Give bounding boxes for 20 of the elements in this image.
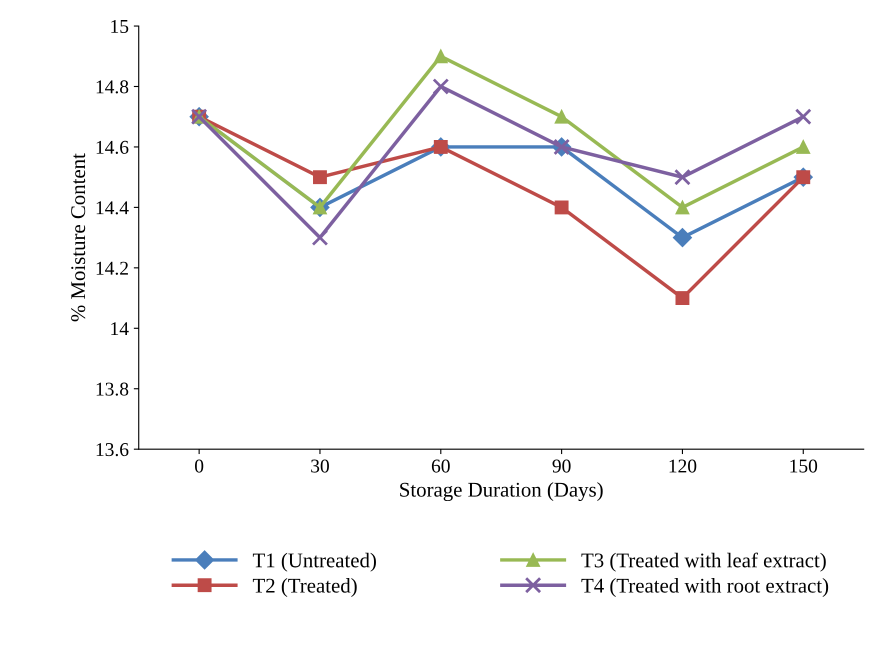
x-tick-label: 150 (790, 459, 818, 473)
y-tick-label: 14.8 (96, 80, 128, 94)
x-tick-label: 120 (670, 459, 696, 473)
y-tick-label: 15 (111, 20, 128, 33)
y-axis-title: % Moisture Content (71, 153, 86, 322)
y-tick-label: 13.6 (96, 443, 128, 456)
legend-label: T4 (Treated with root extract) (581, 578, 828, 597)
legend-label: T1 (Untreated) (252, 552, 376, 572)
legend-label: T3 (Treated with leaf extract) (581, 552, 826, 572)
x-tick-label: 90 (552, 459, 571, 473)
x-tick-label: 60 (432, 459, 450, 473)
y-tick-label: 14.6 (96, 140, 128, 154)
y-tick-label: 14.2 (96, 262, 128, 275)
x-tick-label: 30 (311, 459, 329, 473)
x-axis-title: Storage Duration (Days) (400, 482, 603, 502)
x-tick-label: 0 (195, 459, 204, 473)
y-tick-label: 13.8 (96, 382, 128, 396)
y-tick-label: 14 (111, 322, 129, 336)
legend-label: T2 (Treated) (252, 578, 357, 597)
y-tick-label: 14.4 (96, 201, 129, 214)
